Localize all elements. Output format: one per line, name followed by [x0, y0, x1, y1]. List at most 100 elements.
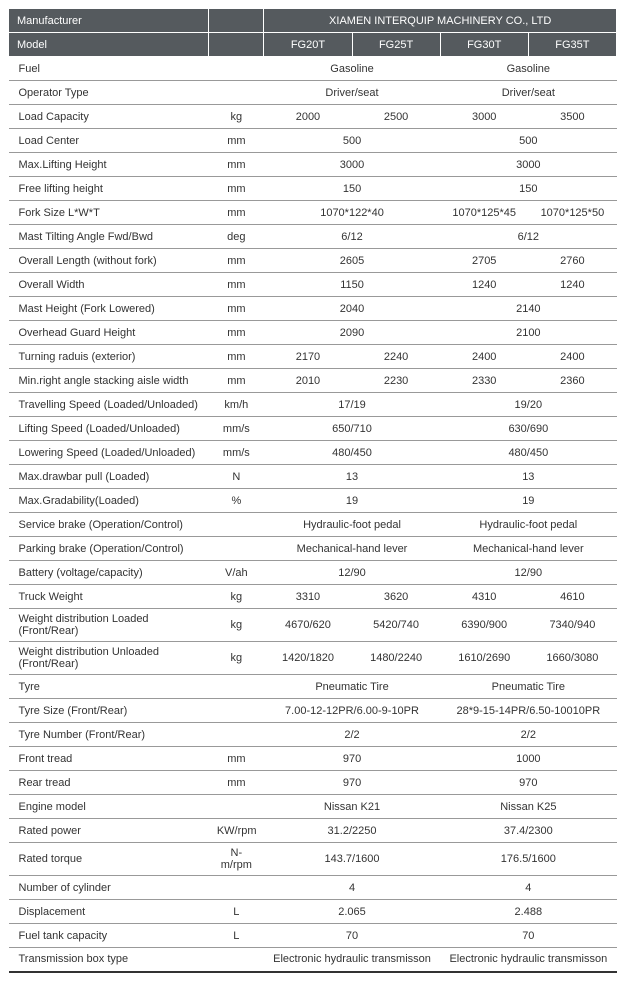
spec-value: 150 — [264, 177, 440, 201]
spec-value: 1420/1820 — [264, 642, 352, 675]
table-row: Tyre Number (Front/Rear)2/22/2 — [9, 723, 617, 747]
table-row: Transmission box typeElectronic hydrauli… — [9, 948, 617, 972]
spec-unit — [209, 948, 264, 972]
model-1: FG20T — [264, 33, 352, 57]
table-row: Rated torqueN-m/rpm143.7/1600176.5/1600 — [9, 843, 617, 876]
spec-value: 12/90 — [264, 561, 440, 585]
model-4: FG35T — [528, 33, 616, 57]
spec-label: Max.Lifting Height — [9, 153, 209, 177]
spec-unit: deg — [209, 225, 264, 249]
spec-label: Overhead Guard Height — [9, 321, 209, 345]
spec-value: 1240 — [528, 273, 616, 297]
spec-value: 28*9-15-14PR/6.50-10010PR — [440, 699, 616, 723]
spec-value: 500 — [264, 129, 440, 153]
spec-value: 5420/740 — [352, 609, 440, 642]
spec-unit: mm — [209, 129, 264, 153]
spec-value: 7.00-12-12PR/6.00-9-10PR — [264, 699, 440, 723]
spec-value: 970 — [264, 747, 440, 771]
spec-label: Tyre Size (Front/Rear) — [9, 699, 209, 723]
spec-value: 650/710 — [264, 417, 440, 441]
spec-unit: km/h — [209, 393, 264, 417]
table-row: Weight distribution Loaded (Front/Rear)k… — [9, 609, 617, 642]
spec-value: 19 — [440, 489, 616, 513]
table-row: Fork Size L*W*Tmm1070*122*401070*125*451… — [9, 201, 617, 225]
company-name: XIAMEN INTERQUIP MACHINERY CO., LTD — [264, 9, 617, 33]
spec-value: 4670/620 — [264, 609, 352, 642]
spec-value: Nissan K21 — [264, 795, 440, 819]
table-row: Travelling Speed (Loaded/Unloaded)km/h17… — [9, 393, 617, 417]
table-row: Max.drawbar pull (Loaded)N1313 — [9, 465, 617, 489]
spec-unit: mm — [209, 153, 264, 177]
spec-label: Mast Tilting Angle Fwd/Bwd — [9, 225, 209, 249]
spec-unit — [209, 57, 264, 81]
header-unit-spacer — [209, 9, 264, 33]
spec-value: 6/12 — [440, 225, 616, 249]
spec-value: 2360 — [528, 369, 616, 393]
spec-unit: mm — [209, 273, 264, 297]
header-row-model: Model FG20T FG25T FG30T FG35T — [9, 33, 617, 57]
spec-value: Nissan K25 — [440, 795, 616, 819]
table-row: Load Centermm500500 — [9, 129, 617, 153]
header-row-manufacturer: Manufacturer XIAMEN INTERQUIP MACHINERY … — [9, 9, 617, 33]
table-row: Max.Lifting Heightmm30003000 — [9, 153, 617, 177]
spec-unit: mm — [209, 345, 264, 369]
spec-label: Overall Width — [9, 273, 209, 297]
spec-unit — [209, 81, 264, 105]
table-row: Truck Weightkg3310362043104610 — [9, 585, 617, 609]
spec-value: 6/12 — [264, 225, 440, 249]
spec-value: 2760 — [528, 249, 616, 273]
table-row: Min.right angle stacking aisle widthmm20… — [9, 369, 617, 393]
spec-unit: mm — [209, 747, 264, 771]
model-2: FG25T — [352, 33, 440, 57]
spec-value: 31.2/2250 — [264, 819, 440, 843]
spec-value: 37.4/2300 — [440, 819, 616, 843]
spec-value: Mechanical-hand lever — [440, 537, 616, 561]
spec-label: Number of cylinder — [9, 876, 209, 900]
spec-value: 1070*125*50 — [528, 201, 616, 225]
table-row: Front treadmm9701000 — [9, 747, 617, 771]
spec-value: Driver/seat — [440, 81, 616, 105]
table-row: Engine model Nissan K21Nissan K25 — [9, 795, 617, 819]
spec-label: Overall Length (without fork) — [9, 249, 209, 273]
spec-value: 2000 — [264, 105, 352, 129]
spec-value: 4310 — [440, 585, 528, 609]
spec-unit: mm — [209, 369, 264, 393]
spec-value: 7340/940 — [528, 609, 616, 642]
spec-label: Turning raduis (exterior) — [9, 345, 209, 369]
spec-label: Min.right angle stacking aisle width — [9, 369, 209, 393]
spec-label: Fork Size L*W*T — [9, 201, 209, 225]
spec-value: Gasoline — [440, 57, 616, 81]
spec-label: Weight distribution Unloaded (Front/Rear… — [9, 642, 209, 675]
spec-rows: FuelGasolineGasolineOperator TypeDriver/… — [9, 57, 617, 972]
spec-value: 2040 — [264, 297, 440, 321]
table-row: Mast Tilting Angle Fwd/Bwddeg6/126/12 — [9, 225, 617, 249]
spec-value: Pneumatic Tire — [264, 675, 440, 699]
spec-label: Operator Type — [9, 81, 209, 105]
spec-value: 1480/2240 — [352, 642, 440, 675]
table-row: Lifting Speed (Loaded/Unloaded)mm/s650/7… — [9, 417, 617, 441]
spec-unit — [209, 723, 264, 747]
spec-value: 13 — [440, 465, 616, 489]
spec-unit — [209, 675, 264, 699]
spec-unit: % — [209, 489, 264, 513]
spec-label: Weight distribution Loaded (Front/Rear) — [9, 609, 209, 642]
spec-label: Load Center — [9, 129, 209, 153]
spec-value: Electronic hydraulic transmisson — [440, 948, 616, 972]
spec-value: 13 — [264, 465, 440, 489]
spec-label: Engine model — [9, 795, 209, 819]
spec-label: Max.drawbar pull (Loaded) — [9, 465, 209, 489]
spec-value: 2240 — [352, 345, 440, 369]
spec-unit: kg — [209, 642, 264, 675]
spec-value: 2500 — [352, 105, 440, 129]
header-unit-spacer2 — [209, 33, 264, 57]
table-row: Overhead Guard Heightmm20902100 — [9, 321, 617, 345]
table-row: TyrePneumatic TirePneumatic Tire — [9, 675, 617, 699]
spec-value: Driver/seat — [264, 81, 440, 105]
spec-unit — [209, 513, 264, 537]
table-row: Free lifting heightmm150150 — [9, 177, 617, 201]
spec-unit: N — [209, 465, 264, 489]
spec-label: Tyre — [9, 675, 209, 699]
spec-value: 2170 — [264, 345, 352, 369]
spec-value: Hydraulic-foot pedal — [440, 513, 616, 537]
spec-unit: kg — [209, 585, 264, 609]
